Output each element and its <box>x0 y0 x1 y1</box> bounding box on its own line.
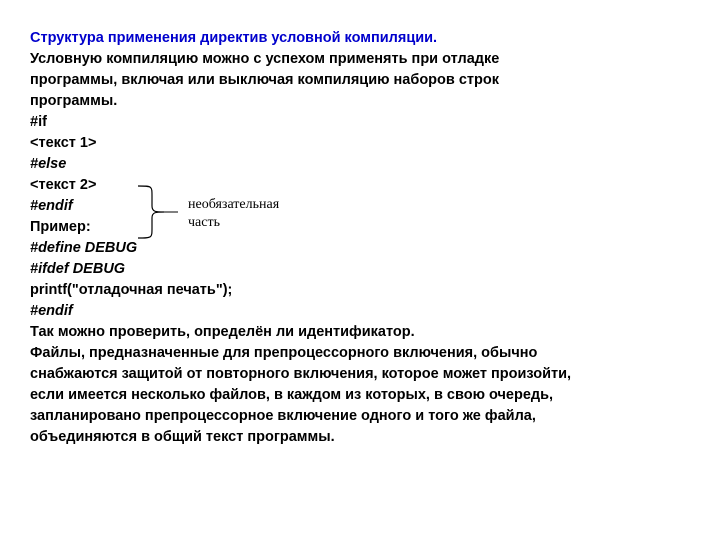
code-text1: <текст 1> <box>30 133 690 154</box>
curly-brace-icon <box>138 178 178 246</box>
annotation: необязательная часть <box>188 196 279 232</box>
para1-line2: программы, включая или выключая компиляц… <box>30 70 690 91</box>
para2: Так можно проверить, определён ли иденти… <box>30 322 690 343</box>
title: Структура применения директив условной к… <box>30 28 690 49</box>
ex-endif: #endif <box>30 301 690 322</box>
code-endif: #endif <box>30 196 690 217</box>
para1-line3: программы. <box>30 91 690 112</box>
para3-line1: Файлы, предназначенные для препроцессорн… <box>30 343 690 364</box>
ex-define: #define DEBUG <box>30 238 690 259</box>
code-text2: <текст 2> <box>30 175 690 196</box>
annotation-line2: часть <box>188 214 279 232</box>
para3-line5: объединяются в общий текст программы. <box>30 427 690 448</box>
para3-line2: снабжаются защитой от повторного включен… <box>30 364 690 385</box>
annotation-line1: необязательная <box>188 196 279 214</box>
ex-printf: printf("отладочная печать"); <box>30 280 690 301</box>
code-else: #else <box>30 154 690 175</box>
document-content: Структура применения директив условной к… <box>30 28 690 448</box>
para3-line3: если имеется несколько файлов, в каждом … <box>30 385 690 406</box>
example-label: Пример: <box>30 217 690 238</box>
para1-line1: Условную компиляцию можно с успехом прим… <box>30 49 690 70</box>
ex-ifdef: #ifdef DEBUG <box>30 259 690 280</box>
code-if: #if <box>30 112 690 133</box>
para3-line4: запланировано препроцессорное включение … <box>30 406 690 427</box>
